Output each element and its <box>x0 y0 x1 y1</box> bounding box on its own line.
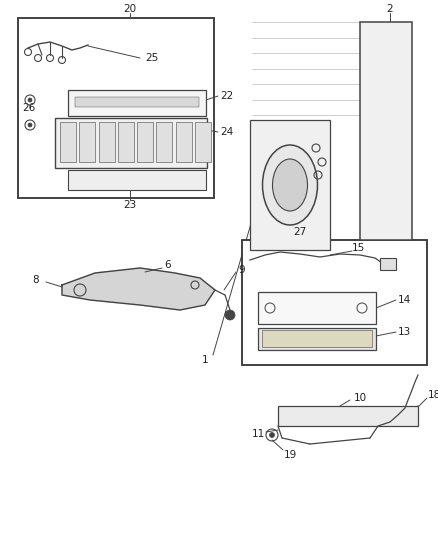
Text: 11: 11 <box>251 429 265 439</box>
Ellipse shape <box>262 145 318 225</box>
Text: 9: 9 <box>239 265 245 275</box>
Bar <box>195 122 211 162</box>
Circle shape <box>28 123 32 127</box>
Circle shape <box>28 98 32 102</box>
Text: 14: 14 <box>398 295 411 305</box>
Text: 26: 26 <box>22 103 35 113</box>
Bar <box>242 240 427 365</box>
Text: 19: 19 <box>283 450 297 460</box>
Bar <box>380 258 396 270</box>
Text: 8: 8 <box>33 275 39 285</box>
Text: 24: 24 <box>220 127 233 137</box>
Bar <box>55 118 207 168</box>
Circle shape <box>269 432 275 438</box>
Text: 13: 13 <box>398 327 411 337</box>
Text: 10: 10 <box>353 393 367 403</box>
Ellipse shape <box>272 159 307 211</box>
Bar <box>68 170 206 190</box>
Bar <box>79 122 95 162</box>
Text: 1: 1 <box>201 355 208 365</box>
Bar <box>258 328 376 350</box>
Text: 23: 23 <box>124 200 137 210</box>
Text: 20: 20 <box>124 4 137 14</box>
Bar <box>60 122 76 162</box>
Bar <box>176 122 192 162</box>
Bar <box>68 90 206 116</box>
Polygon shape <box>62 268 215 310</box>
Text: 3: 3 <box>265 343 271 353</box>
Circle shape <box>225 310 235 320</box>
Text: 15: 15 <box>351 243 364 253</box>
Bar <box>75 97 199 107</box>
Text: 25: 25 <box>145 53 159 63</box>
Text: 27: 27 <box>293 227 307 237</box>
Bar <box>137 122 153 162</box>
Text: 6: 6 <box>165 260 171 270</box>
Bar <box>156 122 173 162</box>
Bar <box>258 292 376 324</box>
Text: 18: 18 <box>428 390 438 400</box>
Bar <box>118 122 134 162</box>
Bar <box>18 18 214 198</box>
Bar <box>262 330 372 347</box>
Bar <box>360 22 412 240</box>
Bar <box>99 122 115 162</box>
Text: 2: 2 <box>387 4 393 14</box>
Bar <box>250 120 330 250</box>
Text: 22: 22 <box>220 91 233 101</box>
Bar <box>278 406 418 426</box>
